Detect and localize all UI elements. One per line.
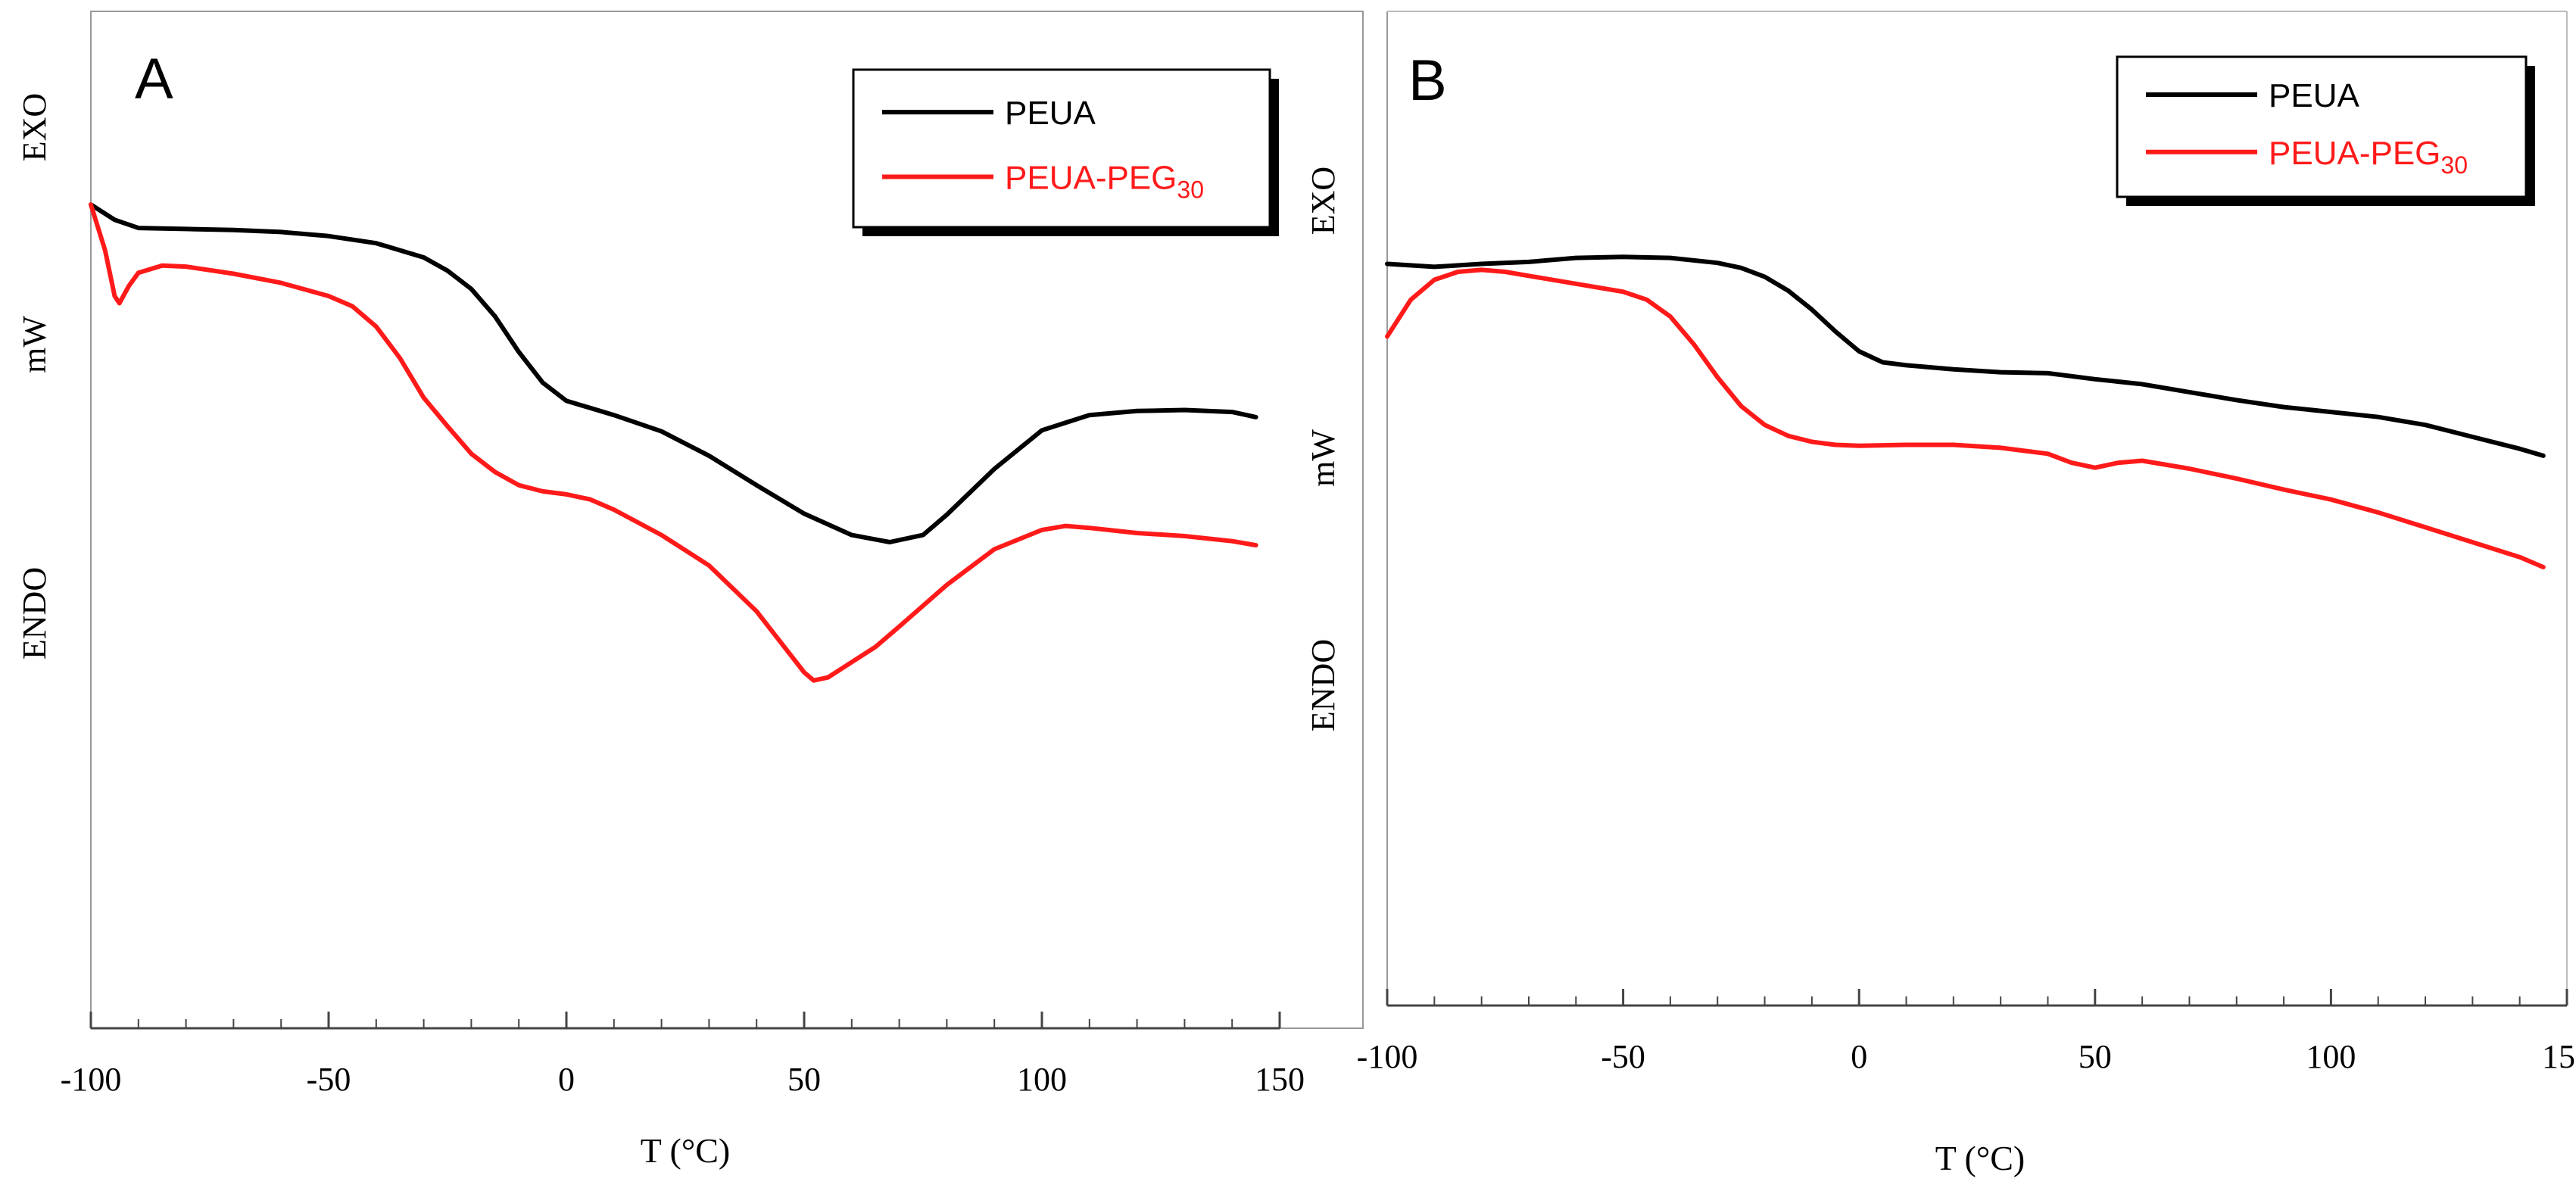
x-tick-label: -50 [1601, 1038, 1645, 1075]
panel-label: A [135, 47, 173, 111]
series-line-peua-peg [89, 202, 1258, 683]
y-axis-title: mW [1305, 429, 1342, 487]
x-tick-label: 50 [2079, 1038, 2112, 1075]
y-endo-label: ENDO [1305, 639, 1342, 731]
series-line-peua [89, 202, 1258, 544]
x-axis-title: T (°C) [1935, 1139, 2025, 1177]
x-tick-label: 150 [1255, 1061, 1305, 1098]
x-tick-label: 0 [1851, 1038, 1867, 1075]
series-line-peua [1385, 254, 2546, 458]
legend-box [852, 68, 1271, 229]
legend-label-subscript: 30 [1177, 176, 1204, 203]
y-exo-label: EXO [16, 93, 53, 161]
panel-b: -100 -50 0 50 100 150 T (°C) EXO mW ENDO B PEUA PEUA… [1305, 11, 2576, 1177]
x-tick-label: -100 [1357, 1038, 1418, 1075]
legend-label: PEUA-PEG30 [1005, 159, 1204, 203]
x-tick-label: -100 [61, 1061, 122, 1098]
y-endo-label: ENDO [16, 567, 53, 659]
legend-label: PEUA-PEG30 [2269, 135, 2468, 179]
legend-label: PEUA [2269, 77, 2359, 114]
x-tick-label: 150 [2542, 1038, 2576, 1075]
legend-label: PEUA [1005, 95, 1096, 132]
x-axis-title: T (°C) [641, 1131, 730, 1170]
x-tick-label: 0 [558, 1061, 575, 1098]
x-tick-label: -50 [307, 1061, 351, 1098]
panel-label: B [1408, 48, 1447, 113]
x-tick-label: 100 [2306, 1038, 2356, 1075]
panel-a: -100 -50 0 50 100 150 T (°C) EXO mW ENDO A PEUA PEUA… [16, 11, 1364, 1170]
x-tick-label: 100 [1017, 1061, 1067, 1098]
y-exo-label: EXO [1305, 167, 1342, 235]
legend-box [2116, 55, 2528, 198]
series-line-peua-peg [1385, 267, 2546, 569]
legend-label-subscript: 30 [2440, 151, 2468, 179]
x-tick-label: 50 [787, 1061, 821, 1098]
y-axis-title: mW [16, 316, 53, 373]
